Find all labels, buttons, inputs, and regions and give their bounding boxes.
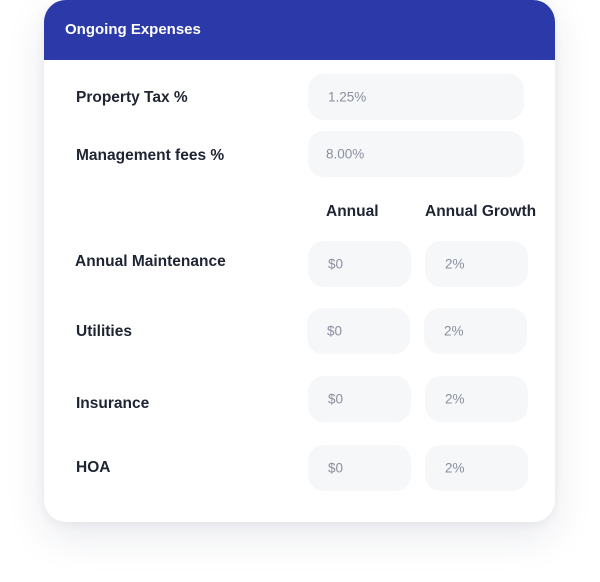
annual-maintenance-label: Annual Maintenance (75, 253, 226, 270)
insurance-growth-input[interactable]: 2% (425, 376, 528, 422)
column-header-annual-growth: Annual Growth (425, 203, 537, 220)
management-fees-input[interactable]: 8.00% (308, 131, 524, 177)
utilities-growth-value: 2% (444, 323, 464, 339)
hoa-annual-value: $0 (328, 460, 344, 476)
management-fees-label: Management fees % (76, 147, 225, 164)
section-title: Ongoing Expenses (65, 21, 201, 38)
annual-maintenance-annual-value: $0 (328, 256, 344, 272)
property-tax-input[interactable]: 1.25% (308, 74, 524, 120)
utilities-annual-value: $0 (327, 323, 343, 339)
insurance-growth-value: 2% (445, 391, 465, 407)
card-header: Ongoing Expenses (44, 0, 555, 60)
annual-maintenance-growth-value: 2% (445, 256, 465, 272)
hoa-label: HOA (76, 459, 111, 476)
ongoing-expenses-card: Ongoing Expenses Property Tax % 1.25% Ma… (44, 0, 555, 522)
insurance-label: Insurance (76, 395, 150, 412)
hoa-growth-input[interactable]: 2% (425, 445, 528, 491)
hoa-growth-value: 2% (445, 460, 465, 476)
property-tax-label: Property Tax % (76, 89, 188, 106)
utilities-growth-input[interactable]: 2% (424, 308, 527, 354)
annual-maintenance-annual-input[interactable]: $0 (308, 241, 411, 287)
utilities-annual-input[interactable]: $0 (307, 308, 410, 354)
insurance-annual-value: $0 (328, 391, 344, 407)
column-header-annual: Annual (326, 203, 379, 220)
hoa-annual-input[interactable]: $0 (308, 445, 411, 491)
annual-maintenance-growth-input[interactable]: 2% (425, 241, 528, 287)
management-fees-value: 8.00% (326, 146, 365, 162)
insurance-annual-input[interactable]: $0 (308, 376, 411, 422)
property-tax-value: 1.25% (328, 89, 367, 105)
utilities-label: Utilities (76, 323, 132, 340)
